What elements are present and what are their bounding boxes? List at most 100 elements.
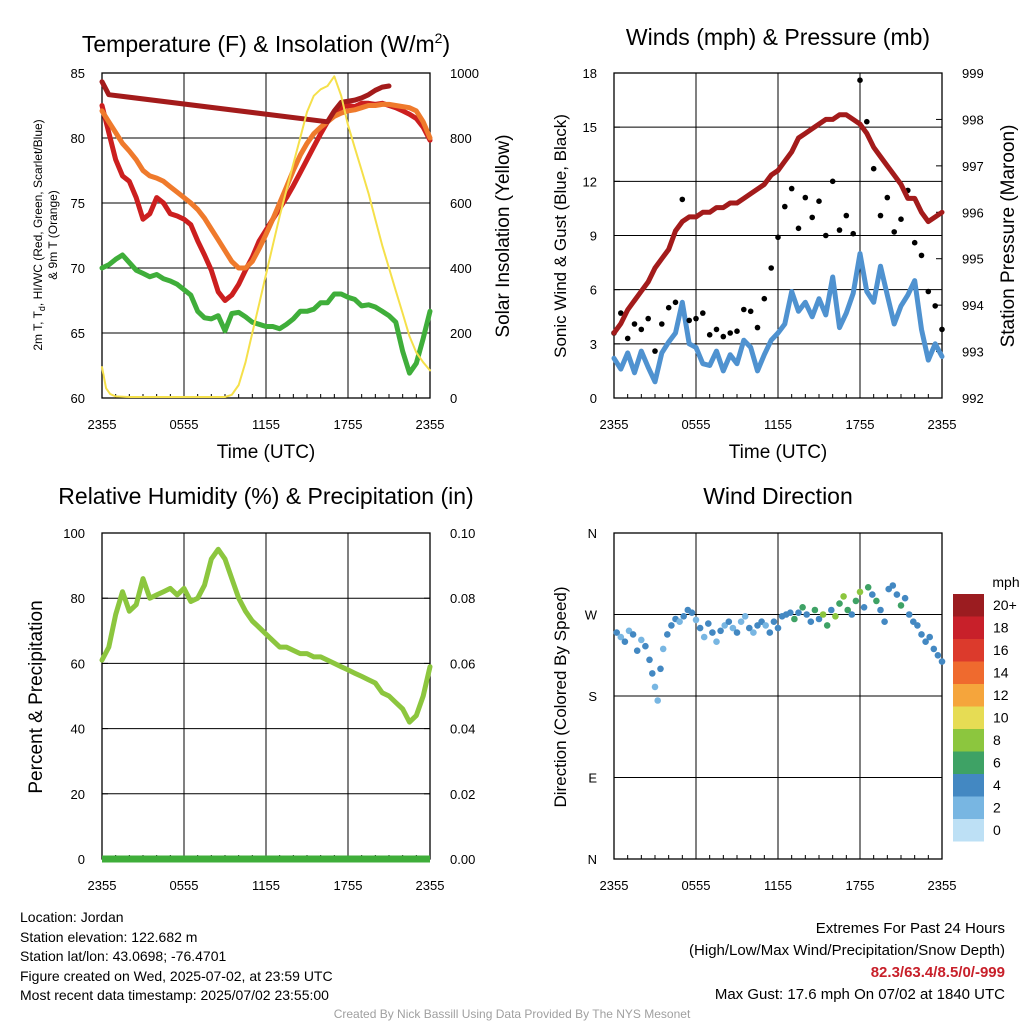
legend-label: 14 xyxy=(993,665,1009,681)
wind-series-line xyxy=(611,112,945,336)
wind-gust-point xyxy=(939,326,945,333)
direction-point xyxy=(713,638,720,645)
direction-point xyxy=(692,616,700,624)
wind-gust-point xyxy=(816,198,822,204)
temp-series-line xyxy=(99,101,433,271)
wind-gust-point xyxy=(659,321,665,327)
wind-x-tick-label: 2355 xyxy=(600,417,629,432)
max-gust: Max Gust: 17.6 mph On 07/02 at 1840 UTC xyxy=(714,986,1005,1003)
direction-point xyxy=(654,697,661,704)
legend-swatch xyxy=(953,661,984,684)
rh-series-line xyxy=(99,546,433,725)
direction-point xyxy=(922,638,929,645)
wind-left-tick-label: 3 xyxy=(590,337,597,352)
wind-gust-point xyxy=(864,118,870,125)
rh-right-tick-label: 0.10 xyxy=(450,526,475,541)
wind-x-tick-label: 1155 xyxy=(764,417,792,432)
wind-left-tick-label: 18 xyxy=(583,66,597,81)
wind-gust-point xyxy=(700,310,706,316)
direction-point xyxy=(680,613,687,620)
wind-gust-point xyxy=(747,308,754,315)
rh-right-tick-label: 0.04 xyxy=(450,722,475,737)
direction-point xyxy=(807,618,815,625)
wind-gust-point xyxy=(918,252,925,259)
wind-gust-point xyxy=(741,306,747,313)
extremes-legend: (High/Low/Max Wind/Precipitation/Snow De… xyxy=(689,942,1005,959)
wind-x-tick-label: 0555 xyxy=(682,417,711,432)
wind-gust-point xyxy=(761,295,768,302)
wind-right-tick-label: 995 xyxy=(962,252,984,267)
wind-gust-point xyxy=(727,330,733,336)
temp-panel-title: Temperature (F) & Insolation (W/m2) xyxy=(82,30,450,57)
dir-left-tick-label: N xyxy=(588,526,597,541)
wind-gust-point xyxy=(775,234,781,241)
temp-left-tick-label: 75 xyxy=(71,196,85,211)
wind-left-axis-label: Sonic Wind & Gust (Blue, Black) xyxy=(551,114,570,358)
direction-point xyxy=(750,629,757,636)
direction-point xyxy=(664,631,671,638)
direction-point xyxy=(815,615,823,623)
station-elevation: Station elevation: 122.682 m xyxy=(20,928,198,945)
extremes-values: 82.3/63.4/8.5/0/-999 xyxy=(870,964,1005,981)
direction-point xyxy=(705,620,712,627)
temp-x-tick-label: 1755 xyxy=(334,417,363,432)
wind-gust-point xyxy=(829,178,836,185)
direction-point xyxy=(926,633,933,641)
rh-x-tick-label: 2355 xyxy=(88,878,117,893)
direction-point xyxy=(860,604,868,611)
direction-point xyxy=(803,611,810,618)
direction-point xyxy=(799,604,806,611)
dir-left-tick-label: E xyxy=(588,771,597,786)
direction-point xyxy=(733,629,741,636)
direction-point xyxy=(823,622,831,629)
temp-left-axis-label-1: 2m T, Td, HI/WC (Red, Green, Scarlet/Blu… xyxy=(31,119,47,350)
direction-point xyxy=(617,633,625,641)
direction-point xyxy=(832,613,839,620)
direction-point xyxy=(934,652,942,659)
wind-left-tick-label: 0 xyxy=(590,391,597,406)
legend-label: 8 xyxy=(993,732,1001,748)
temp-right-tick-label: 200 xyxy=(450,326,472,341)
wind-gust-point xyxy=(679,196,686,203)
direction-point xyxy=(864,584,872,591)
temp-series-line xyxy=(99,79,392,125)
wind-series-line xyxy=(611,251,945,385)
wind-gust-point xyxy=(877,212,884,219)
wind-right-tick-label: 997 xyxy=(962,159,984,174)
wind-gust-point xyxy=(618,310,624,316)
direction-point xyxy=(696,624,704,632)
wind-gust-point xyxy=(836,227,843,233)
rh-left-tick-label: 40 xyxy=(71,722,85,737)
direction-point xyxy=(633,647,641,654)
direction-point xyxy=(729,624,737,632)
direction-point xyxy=(746,624,753,632)
direction-point xyxy=(811,606,819,614)
legend-swatch xyxy=(953,729,984,752)
direction-point xyxy=(819,611,827,618)
temp-right-tick-label: 0 xyxy=(450,391,457,406)
wind-gust-point xyxy=(768,265,774,271)
legend-label: 10 xyxy=(993,710,1009,726)
legend-swatch xyxy=(953,684,984,707)
wind-gust-point xyxy=(898,216,904,222)
direction-point xyxy=(877,606,884,614)
direction-point xyxy=(709,629,716,636)
wind-right-tick-label: 996 xyxy=(962,205,984,220)
temperature-chart: 60 65 70 75 80 85 0 200 400 600 800 1000 2355 0555 115… xyxy=(71,66,479,432)
direction-point xyxy=(791,615,798,623)
direction-point xyxy=(844,606,851,614)
dir-x-tick-label: 2355 xyxy=(600,878,629,893)
wind-pressure-chart: 0 3 6 9 12 15 18 992 993 994 995 996 997 998 999 2355 05… xyxy=(583,66,984,432)
wind-gust-point xyxy=(884,194,891,201)
direction-point xyxy=(836,600,843,607)
wind-gust-point xyxy=(843,212,850,219)
temp-right-tick-label: 600 xyxy=(450,196,472,211)
direction-point xyxy=(717,627,724,635)
wind-panel-title: Winds (mph) & Pressure (mb) xyxy=(626,24,930,50)
direction-point xyxy=(657,665,664,673)
temp-x-tick-label: 0555 xyxy=(170,417,199,432)
rh-right-tick-label: 0.08 xyxy=(450,591,475,606)
wind-gust-point xyxy=(624,335,631,342)
wind-gust-point xyxy=(795,225,802,232)
